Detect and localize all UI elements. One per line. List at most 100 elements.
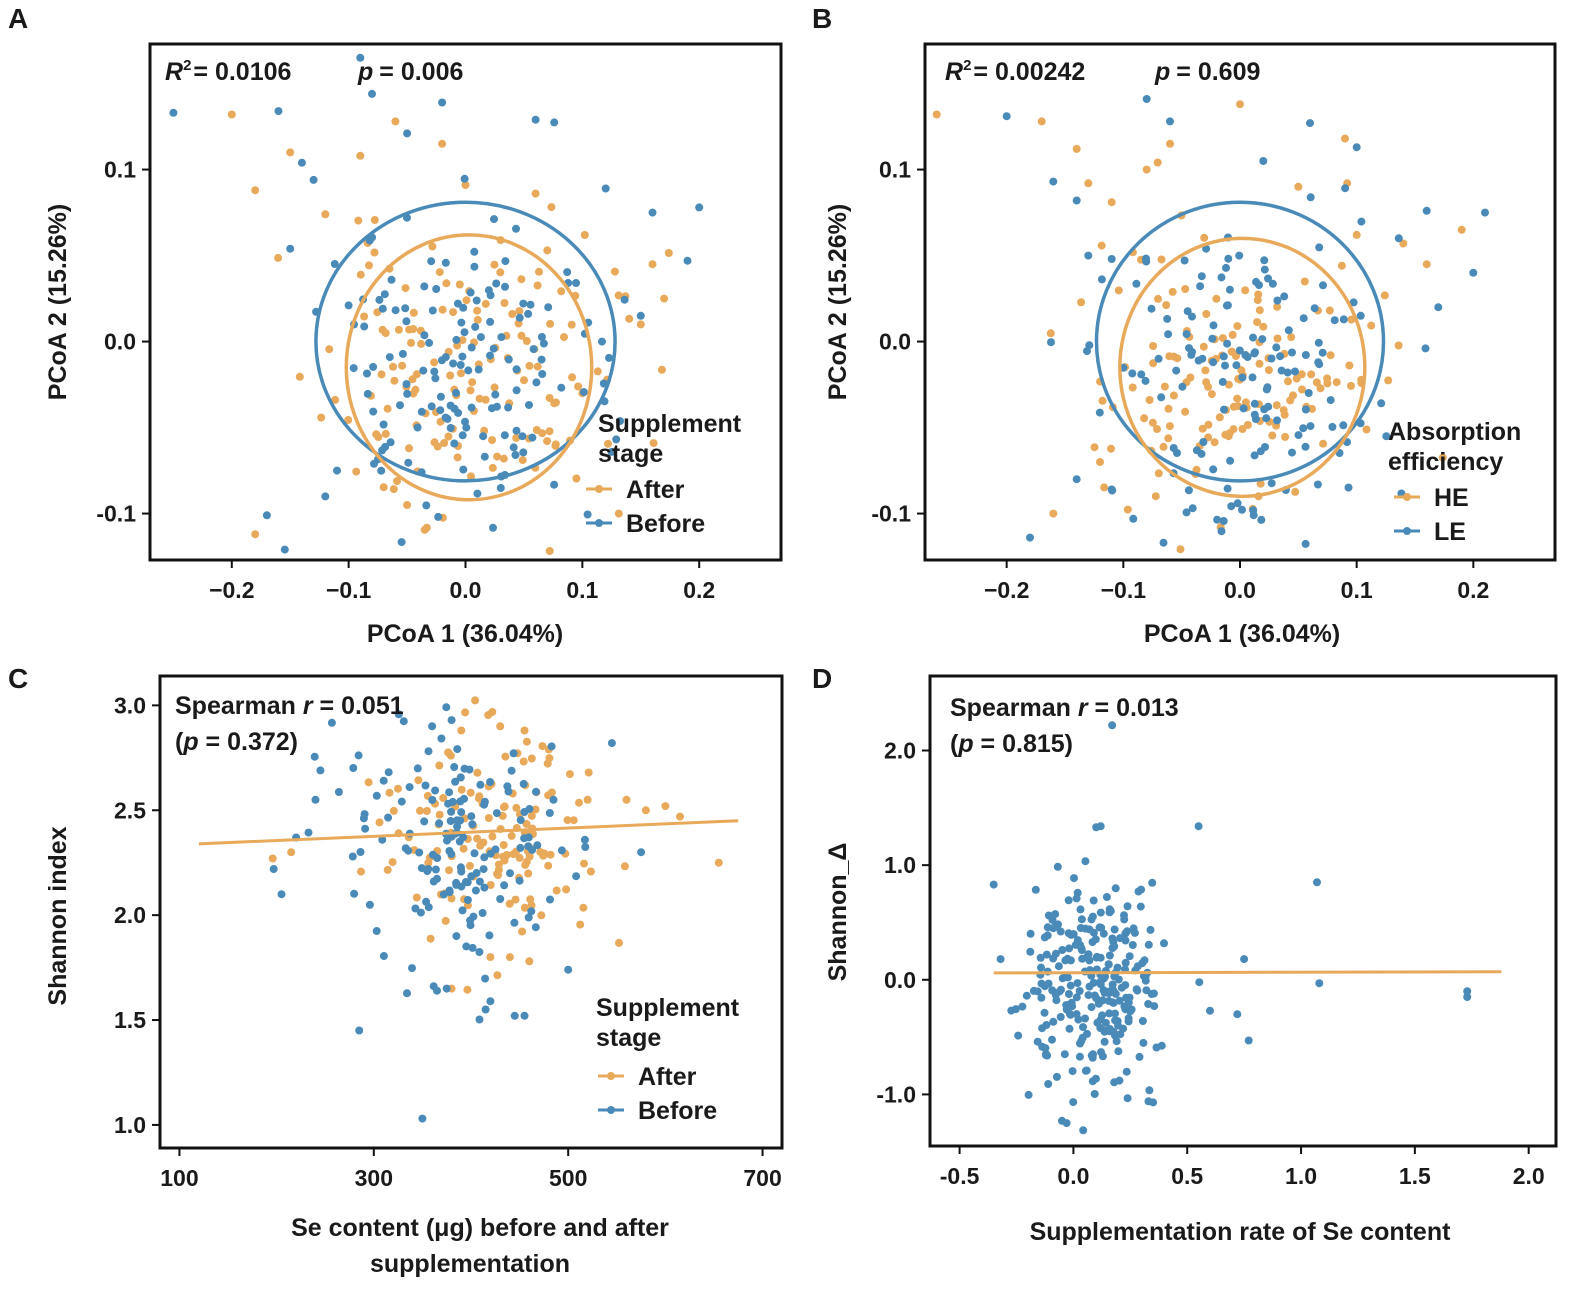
data-point-before-a	[436, 392, 445, 401]
legend-label-before-c: Before	[638, 1097, 717, 1125]
y-axis-title-c: Shannon index	[44, 826, 72, 1005]
data-point-after-a	[518, 456, 527, 465]
data-point-before-c	[453, 745, 462, 754]
data-point-he-b	[1207, 390, 1216, 399]
data-point-le-b	[1235, 346, 1244, 355]
data-point-le-b	[1341, 184, 1350, 193]
data-point-after-c	[641, 806, 650, 815]
data-point-after-c	[531, 805, 540, 814]
data-point-before-a	[378, 304, 387, 313]
data-point-after-c	[543, 759, 552, 768]
data-point-le-b	[1222, 263, 1230, 272]
data-point-before-a	[428, 306, 437, 315]
data-point-before-c	[334, 788, 343, 796]
data-point-after-a	[295, 372, 304, 381]
data-point-after-a	[381, 329, 390, 338]
data-point-shannon-d	[1037, 979, 1046, 988]
data-point-before-c	[447, 716, 456, 725]
data-point-after-c	[620, 862, 629, 871]
data-point-before-a	[458, 431, 467, 440]
data-point-he-b	[1181, 407, 1190, 416]
data-point-shannon-d	[1052, 1072, 1061, 1081]
data-point-le-b	[1132, 279, 1141, 288]
data-point-he-b	[1233, 394, 1242, 403]
data-point-before-a	[473, 489, 482, 498]
data-point-after-a	[360, 312, 369, 321]
data-point-shannon-d	[1042, 1050, 1050, 1058]
x-tick-label-b: 0.2	[1457, 577, 1489, 603]
data-point-shannon-d	[1074, 1015, 1083, 1024]
data-point-shannon-d	[1029, 986, 1038, 995]
y-tick-label-c: 2.5	[114, 797, 146, 823]
data-point-shannon-d	[1101, 1018, 1110, 1027]
data-point-before-c	[424, 865, 433, 873]
data-point-before-c	[403, 989, 411, 998]
data-point-le-b	[1225, 285, 1234, 294]
data-point-after-c	[426, 934, 435, 943]
data-point-he-b	[1107, 198, 1116, 207]
data-point-before-c	[557, 846, 566, 855]
data-point-after-c	[676, 812, 684, 821]
data-point-before-c	[433, 874, 441, 883]
data-point-before-a	[391, 306, 400, 315]
data-point-before-c	[379, 952, 388, 960]
legend-label-he-b: HE	[1434, 484, 1469, 512]
data-point-before-c	[480, 800, 489, 809]
legend-key-dot-he-b	[1403, 493, 1411, 501]
data-point-he-b	[1218, 334, 1227, 343]
data-point-after-c	[524, 869, 533, 878]
data-point-before-a	[612, 435, 621, 444]
data-point-after-a	[394, 325, 403, 334]
data-point-after-c	[375, 818, 384, 827]
data-point-le-b	[1288, 448, 1296, 457]
data-point-before-c	[442, 984, 451, 993]
data-point-after-c	[494, 871, 503, 880]
data-point-shannon-d	[1084, 991, 1093, 1000]
data-point-after-a	[389, 485, 398, 494]
x-ticks-b: −0.2 −0.1 0.0 0.1 0.2	[984, 560, 1489, 603]
data-point-after-c	[575, 798, 583, 807]
data-point-le-b	[1267, 479, 1276, 488]
data-point-before-c	[429, 982, 438, 991]
data-point-after-a	[227, 110, 236, 119]
data-point-after-a	[522, 337, 531, 345]
data-point-le-b	[1260, 256, 1269, 265]
data-point-he-b	[1225, 429, 1234, 438]
data-point-after-c	[473, 834, 482, 843]
data-point-he-b	[1279, 406, 1288, 415]
data-point-before-c	[527, 907, 536, 916]
data-point-shannon-d	[1120, 911, 1128, 920]
x-tick-label-a: 0.0	[450, 577, 482, 603]
data-point-before-a	[297, 158, 306, 167]
data-point-after-c	[459, 844, 468, 853]
data-point-he-b	[1325, 306, 1334, 315]
data-point-after-a	[473, 315, 482, 324]
data-point-shannon-d	[1091, 935, 1100, 944]
data-point-before-c	[428, 722, 437, 731]
data-point-shannon-d	[1022, 991, 1031, 1000]
data-point-before-a	[380, 290, 389, 299]
data-point-before-a	[286, 244, 295, 253]
data-point-shannon-d	[1076, 1039, 1084, 1048]
data-point-shannon-d	[1073, 936, 1082, 945]
data-point-before-c	[519, 779, 528, 788]
data-point-le-b	[1314, 338, 1323, 347]
data-point-shannon-d	[1233, 1010, 1242, 1019]
data-point-before-a	[385, 353, 394, 362]
panel-letter-d: D	[812, 663, 832, 694]
data-point-before-c	[378, 835, 387, 844]
data-point-before-a	[534, 563, 542, 571]
data-point-le-b	[1284, 326, 1293, 335]
data-point-after-a	[625, 314, 634, 323]
data-point-shannon-d	[1114, 1047, 1123, 1056]
data-point-before-a	[398, 349, 407, 358]
data-point-after-a	[462, 296, 471, 305]
data-point-before-a	[512, 224, 520, 233]
data-point-shannon-d	[1121, 936, 1130, 945]
data-point-before-c	[471, 886, 480, 895]
data-point-le-b	[1097, 275, 1106, 284]
data-point-le-b	[1213, 515, 1222, 524]
data-point-after-a	[331, 395, 340, 404]
data-point-after-c	[476, 841, 485, 850]
data-point-le-b	[1084, 251, 1093, 260]
